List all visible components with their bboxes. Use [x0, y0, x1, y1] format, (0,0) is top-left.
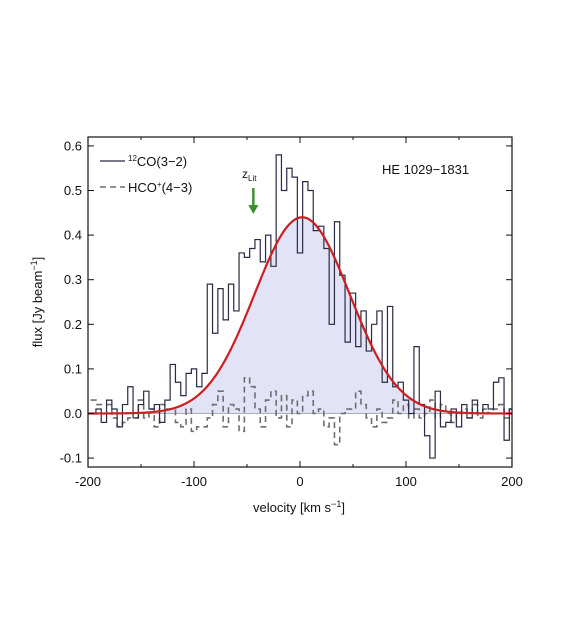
x-tick-label: 0 — [296, 474, 303, 489]
legend: 12CO(3−2) HCO+(4−3) — [100, 154, 192, 195]
axes: -200 -100 0 100 200 -0.1 0.0 0.1 0.2 0.3 0.4 0.5 0.6 — [60, 136, 523, 489]
object-label: HE 1029−1831 — [382, 162, 469, 177]
zlit-arrow-head — [248, 205, 259, 214]
x-axis-title-main: velocity [km s — [253, 500, 332, 515]
zlit-label: zLit — [242, 167, 257, 183]
x-tick-label: 100 — [395, 474, 417, 489]
y-tick-label: 0.2 — [64, 317, 82, 332]
down-arrow-icon — [248, 188, 259, 214]
zlit-annotation: zLit — [242, 167, 259, 214]
legend-co-text: CO(3−2) — [137, 154, 187, 169]
y-axis-title: flux [Jy beam−1] — [29, 257, 45, 347]
x-axis-title-exp: −1 — [331, 499, 341, 509]
zlit-main: z — [242, 167, 248, 181]
x-tick-label: -100 — [181, 474, 207, 489]
y-tick-label: 0.5 — [64, 183, 82, 198]
legend-co-isotope: 12 — [128, 154, 137, 163]
y-tick-label: 0.6 — [64, 138, 82, 153]
legend-co-label: 12CO(3−2) — [128, 154, 187, 169]
y-axis-title-main: flux [Jy beam — [30, 271, 45, 348]
y-tick-label: 0.1 — [64, 361, 82, 376]
legend-hco-label: HCO+(4−3) — [128, 180, 192, 195]
zlit-sub: Lit — [248, 174, 257, 183]
series-gaussian-fit — [88, 216, 512, 415]
plot-area — [88, 154, 512, 459]
x-axis-title-end: ] — [341, 500, 345, 515]
x-axis-title: velocity [km s−1] — [253, 499, 345, 515]
y-tick-label: 0.4 — [64, 228, 82, 243]
x-tick-label: -200 — [75, 474, 101, 489]
y-tick-label: -0.1 — [60, 451, 82, 466]
legend-hco-transition: (4−3) — [162, 180, 193, 195]
legend-hco-charge: + — [157, 180, 162, 189]
y-axis-title-end: ] — [30, 257, 45, 261]
x-tick-label: 200 — [501, 474, 523, 489]
legend-hco-text: HCO — [128, 180, 157, 195]
y-axis-title-exp: −1 — [29, 260, 39, 270]
fit-fill-area — [88, 217, 512, 414]
y-tick-label: 0.0 — [64, 406, 82, 421]
plot-clip-group — [88, 154, 512, 459]
y-tick-label: 0.3 — [64, 272, 82, 287]
